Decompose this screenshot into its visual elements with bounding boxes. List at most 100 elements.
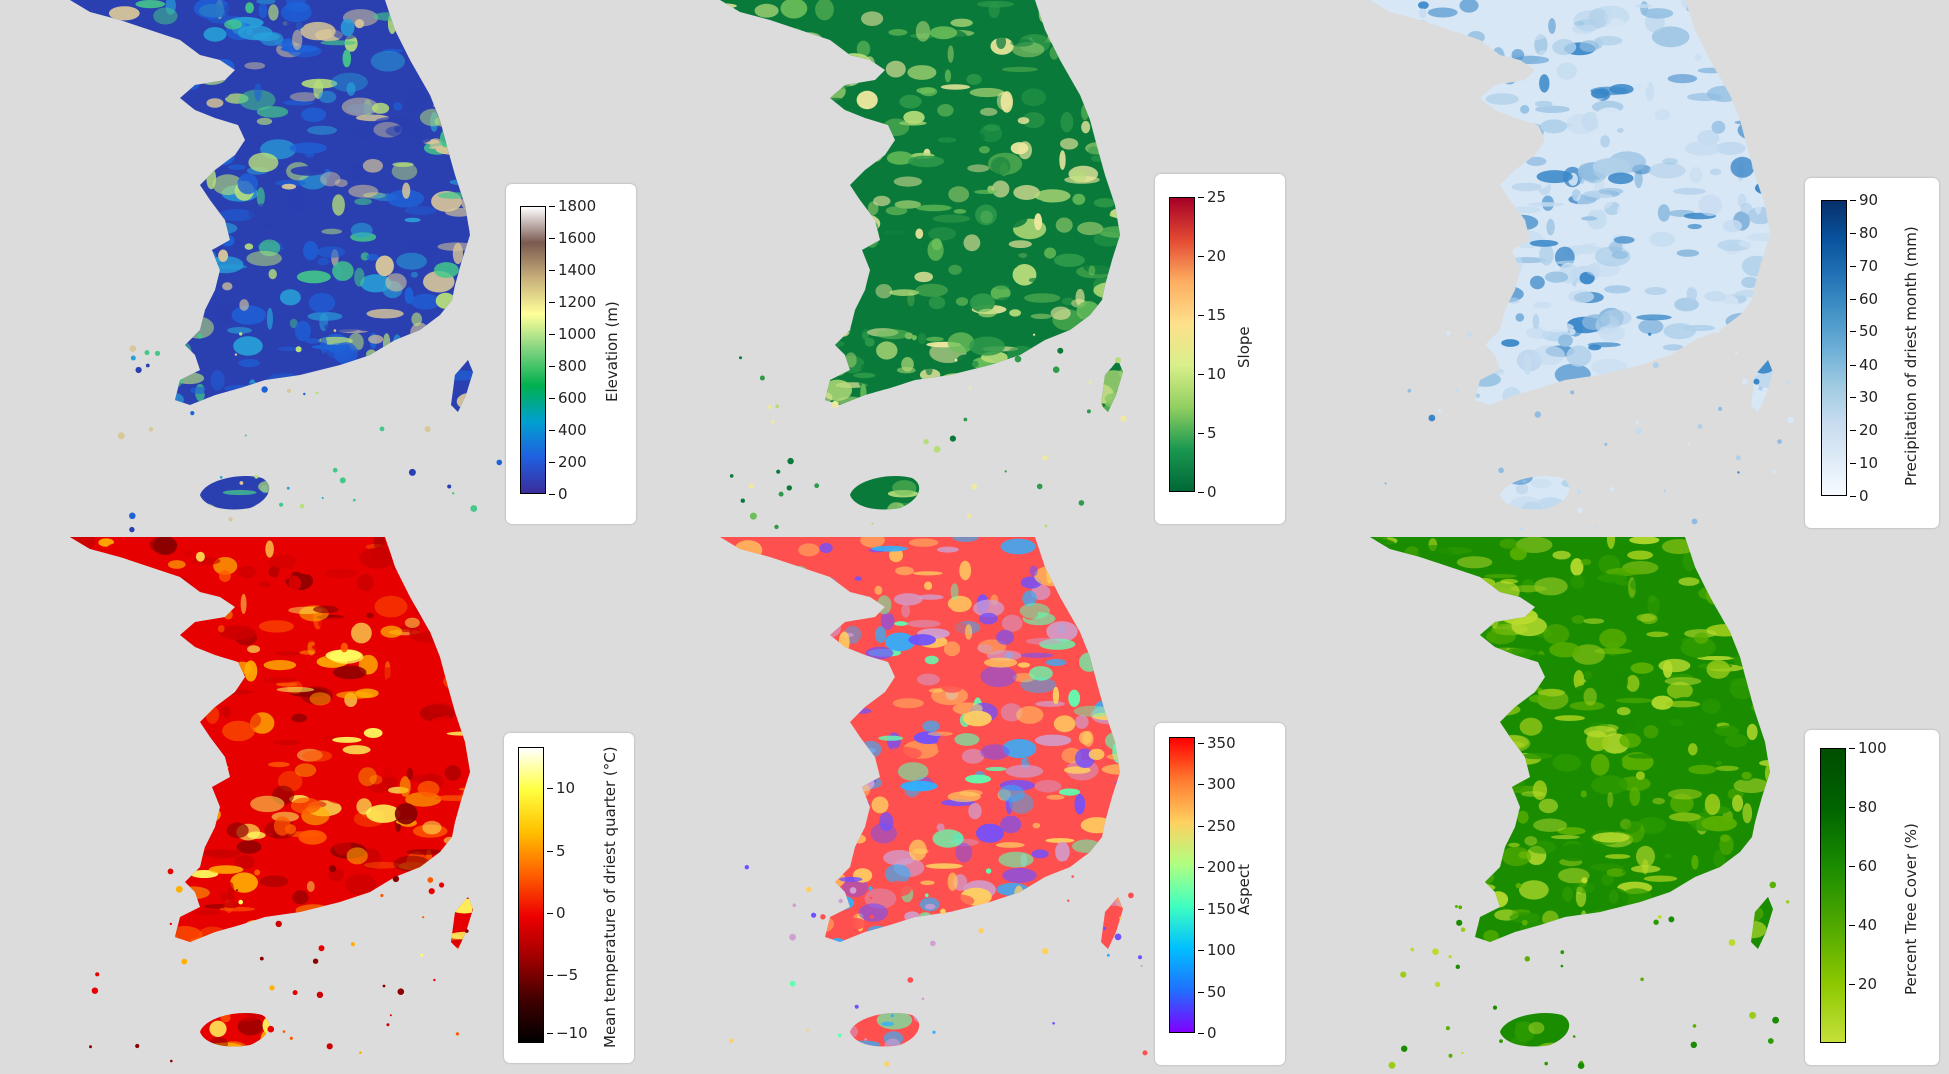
precipitation-tick-label: 20 bbox=[1849, 421, 1879, 440]
islet bbox=[496, 459, 503, 466]
elevation-tick-label: 600 bbox=[549, 389, 587, 408]
islet bbox=[129, 526, 135, 533]
islet bbox=[392, 875, 400, 883]
precipitation-tick-label: 60 bbox=[1849, 289, 1879, 308]
islet bbox=[849, 887, 857, 894]
islet bbox=[379, 426, 385, 432]
islet bbox=[744, 865, 749, 870]
elevation-map bbox=[70, 0, 503, 533]
islet bbox=[1734, 351, 1738, 355]
islet bbox=[275, 920, 282, 928]
islet bbox=[749, 512, 757, 520]
precipitation-tick-label: 30 bbox=[1849, 388, 1879, 407]
islet bbox=[1767, 1038, 1774, 1044]
tree-cover-panel: 100 80 60 40 20 Percent Tree Cover (%) bbox=[1300, 537, 1949, 1072]
slope-tick-label: 10 bbox=[1197, 365, 1227, 383]
islet bbox=[1042, 947, 1049, 955]
islet bbox=[167, 868, 174, 875]
temperature-tick-label: −10 bbox=[547, 1023, 588, 1042]
islet bbox=[778, 491, 784, 497]
elevation-colorbar-label: Elevation (m) bbox=[603, 301, 621, 402]
islet bbox=[420, 953, 424, 957]
islet bbox=[792, 903, 797, 907]
islet bbox=[1640, 977, 1644, 982]
islet bbox=[175, 885, 183, 893]
islet bbox=[1499, 1039, 1503, 1043]
islet bbox=[190, 411, 195, 416]
aspect-tick-label: 250 bbox=[1198, 816, 1236, 835]
islet bbox=[1593, 526, 1597, 529]
islet bbox=[135, 366, 142, 374]
slope-tick-label: 15 bbox=[1197, 306, 1227, 324]
temperature-colorbar-label: Mean temperature of driest quarter (°C) bbox=[601, 746, 619, 1048]
islet bbox=[1653, 919, 1659, 925]
islet bbox=[455, 1032, 459, 1036]
islet bbox=[1787, 380, 1791, 384]
islet bbox=[295, 346, 302, 353]
islet bbox=[890, 1014, 894, 1018]
islet bbox=[1524, 956, 1530, 962]
elevation-panel: 1800 1600 1400 1200 1000 800 600 400 200 0 Elevat… bbox=[0, 0, 649, 535]
islet bbox=[470, 505, 478, 512]
islet bbox=[326, 1043, 333, 1050]
islet bbox=[129, 512, 136, 520]
islet bbox=[254, 474, 259, 479]
islet bbox=[145, 363, 150, 368]
islet bbox=[806, 1028, 809, 1032]
islet bbox=[1522, 479, 1526, 483]
islet bbox=[1460, 927, 1466, 932]
islet bbox=[1114, 933, 1122, 941]
islet bbox=[1534, 411, 1541, 418]
islet bbox=[239, 332, 243, 336]
islet bbox=[748, 483, 754, 489]
islet bbox=[1741, 378, 1748, 385]
islet bbox=[236, 889, 239, 892]
islet bbox=[1544, 1061, 1548, 1066]
islet bbox=[1658, 915, 1662, 919]
islet bbox=[1407, 388, 1412, 393]
tree-cover-map bbox=[1370, 537, 1790, 1069]
islet bbox=[1604, 442, 1608, 446]
temperature-tick-label: 0 bbox=[547, 903, 566, 922]
islet bbox=[786, 485, 792, 491]
precipitation-colorbar bbox=[1821, 200, 1847, 496]
tree-cover-colorbar bbox=[1820, 748, 1846, 1043]
islet bbox=[1691, 518, 1698, 525]
islet bbox=[339, 477, 346, 484]
islet bbox=[963, 417, 968, 422]
aspect-tick-label: 0 bbox=[1198, 1024, 1217, 1042]
aspect-colorbar-label: Aspect bbox=[1235, 864, 1253, 915]
islet bbox=[89, 1045, 92, 1049]
islet bbox=[1668, 916, 1675, 923]
islet bbox=[789, 933, 796, 941]
islet bbox=[1577, 507, 1583, 514]
islet bbox=[299, 503, 305, 509]
islet bbox=[286, 486, 290, 490]
islet bbox=[1033, 333, 1036, 336]
elevation-legend: 1800 1600 1400 1200 1000 800 600 400 200 0 Elevat… bbox=[506, 184, 636, 524]
islet bbox=[427, 877, 434, 883]
islet bbox=[1570, 390, 1575, 395]
islet bbox=[256, 491, 263, 497]
precipitation-tick-label: 90 bbox=[1849, 191, 1879, 209]
islet bbox=[1466, 332, 1472, 338]
tree-cover-tick-label: 20 bbox=[1848, 975, 1878, 993]
islet bbox=[332, 467, 338, 473]
islet bbox=[729, 1038, 734, 1043]
islet bbox=[789, 980, 796, 987]
islet bbox=[820, 914, 826, 920]
islet bbox=[759, 375, 765, 381]
elevation-tick-label: 800 bbox=[549, 357, 587, 376]
islet bbox=[1572, 1035, 1576, 1038]
islet bbox=[1067, 899, 1070, 902]
islet bbox=[1728, 939, 1736, 946]
islet bbox=[932, 1030, 936, 1034]
islet bbox=[1086, 409, 1091, 414]
islet bbox=[350, 942, 355, 947]
islet bbox=[259, 956, 264, 961]
islet bbox=[1052, 1022, 1055, 1025]
islet bbox=[234, 353, 238, 356]
islet bbox=[811, 912, 817, 918]
islet bbox=[135, 1043, 140, 1049]
islet bbox=[1769, 881, 1777, 889]
